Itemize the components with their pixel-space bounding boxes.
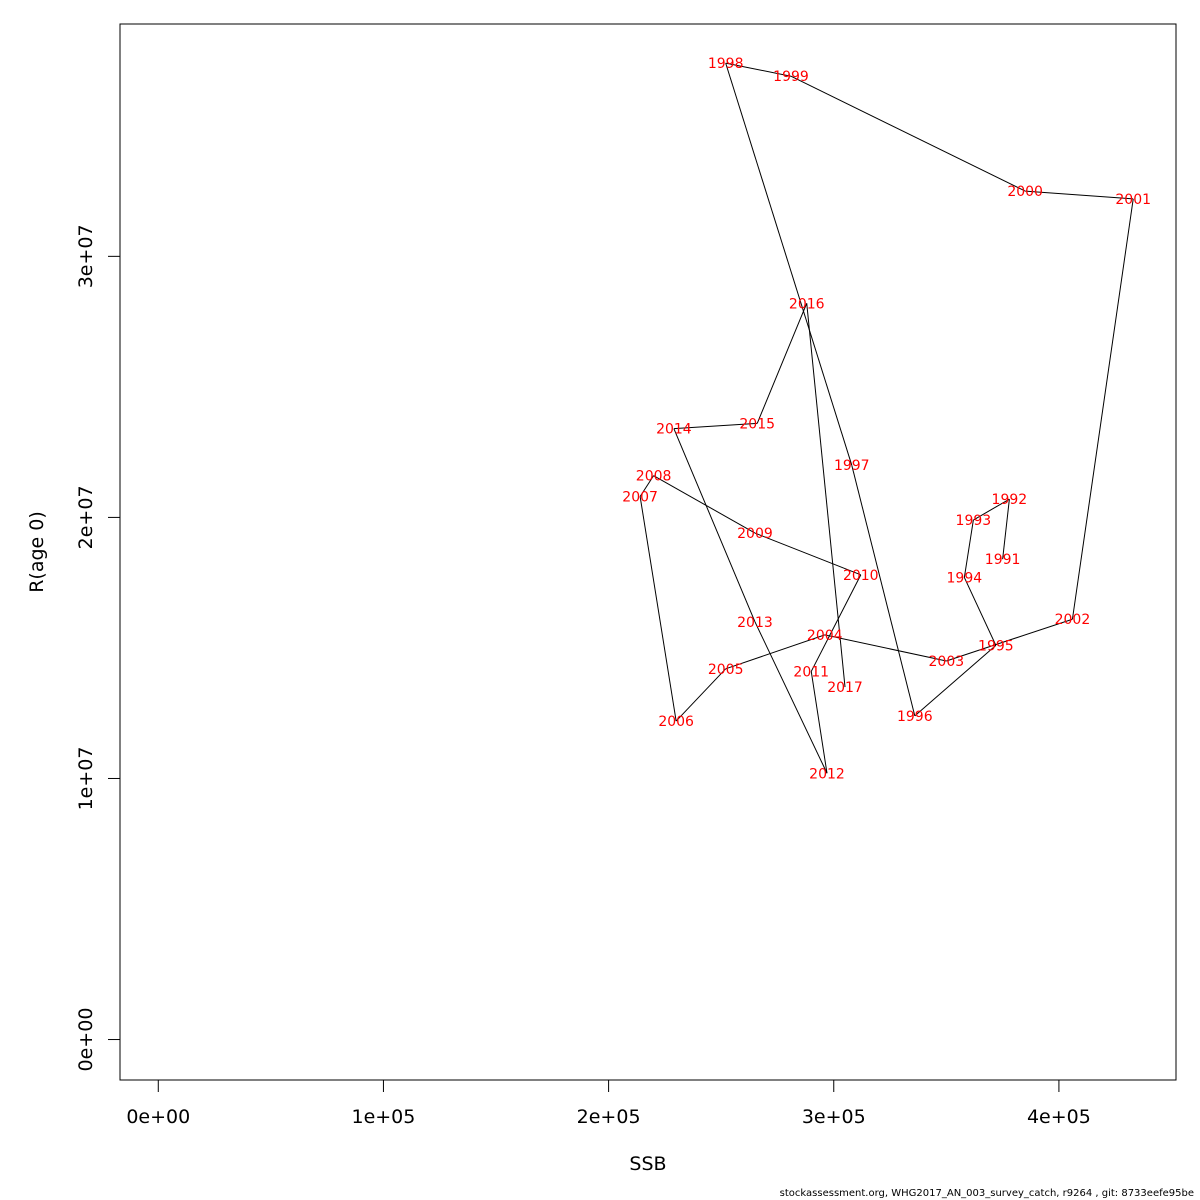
year-label-2002: 2002 (1055, 612, 1091, 628)
year-label-2006: 2006 (658, 714, 694, 730)
trajectory-segment (725, 63, 853, 466)
year-label-1994: 1994 (947, 570, 983, 586)
year-label-2010: 2010 (843, 568, 879, 584)
year-label-2015: 2015 (739, 416, 775, 432)
trajectory-segment (790, 75, 1026, 192)
trajectory-segment (1002, 499, 1010, 560)
year-label-1995: 1995 (978, 638, 1014, 654)
trajectory-segment (653, 475, 756, 534)
x-tick-label: 4e+05 (1027, 1106, 1091, 1128)
x-axis-title: SSB (629, 1153, 666, 1175)
trajectory-segment (639, 496, 677, 722)
trajectory-segment (963, 519, 974, 578)
trajectory-segment (973, 498, 1010, 521)
trajectory-segment (824, 634, 947, 662)
y-tick-label: 1e+07 (75, 747, 97, 811)
trajectory-segment (914, 644, 997, 717)
trajectory-segment (851, 465, 916, 716)
x-tick-label: 1e+05 (351, 1106, 415, 1128)
trajectory-segment (673, 428, 756, 623)
trajectory-segment (810, 574, 862, 672)
x-tick-label: 3e+05 (802, 1106, 866, 1128)
footer-caption: stockassessment.org, WHG2017_AN_003_surv… (779, 1188, 1194, 1199)
trajectory-segment (946, 618, 1073, 662)
x-tick-label: 0e+00 (126, 1106, 190, 1128)
trajectory-segment (754, 621, 828, 774)
trajectory-segment (675, 668, 727, 722)
year-label-2005: 2005 (708, 662, 744, 678)
y-tick-label: 2e+07 (75, 485, 97, 549)
trajectory-segment (963, 577, 997, 646)
year-label-2012: 2012 (809, 766, 845, 782)
y-axis-title: R(age 0) (26, 511, 48, 593)
trajectory-segment (756, 303, 808, 424)
year-label-2001: 2001 (1115, 192, 1151, 208)
trajectory-segment (725, 634, 825, 670)
y-tick-label: 0e+00 (75, 1008, 97, 1072)
y-tick-label: 3e+07 (75, 224, 97, 288)
year-label-2003: 2003 (929, 654, 965, 670)
trajectory-segment (639, 475, 655, 497)
trajectory-segment (725, 62, 792, 77)
y-axis: 0e+00 1e+07 2e+07 3e+07 (75, 224, 121, 1072)
year-label-1992: 1992 (992, 492, 1028, 508)
year-label-2007: 2007 (622, 490, 658, 506)
year-label-2011: 2011 (793, 664, 829, 680)
year-label-1993: 1993 (956, 513, 992, 529)
year-label-2017: 2017 (827, 680, 863, 696)
series-line (639, 62, 1134, 774)
year-label-1997: 1997 (834, 458, 870, 474)
year-label-1998: 1998 (708, 56, 744, 72)
year-label-2014: 2014 (656, 422, 692, 438)
year-label-2016: 2016 (789, 296, 825, 312)
x-tick-label: 2e+05 (577, 1106, 641, 1128)
year-label-2009: 2009 (737, 526, 773, 542)
trajectory-segment (806, 303, 846, 688)
year-label-2008: 2008 (636, 469, 672, 485)
year-label-2013: 2013 (737, 615, 773, 631)
year-label-1996: 1996 (897, 709, 933, 725)
year-label-1999: 1999 (773, 69, 809, 85)
x-axis: 0e+00 1e+05 2e+05 3e+05 4e+05 (126, 1079, 1091, 1128)
year-label-2000: 2000 (1007, 184, 1043, 200)
year-label-2004: 2004 (807, 628, 843, 644)
trajectory-segment (1071, 198, 1134, 620)
trajectory-segment (673, 422, 758, 430)
trajectory-segment (754, 532, 861, 576)
trajectory-segment (810, 671, 828, 774)
trajectory-segment (1025, 190, 1134, 200)
year-label-1991: 1991 (985, 552, 1021, 568)
